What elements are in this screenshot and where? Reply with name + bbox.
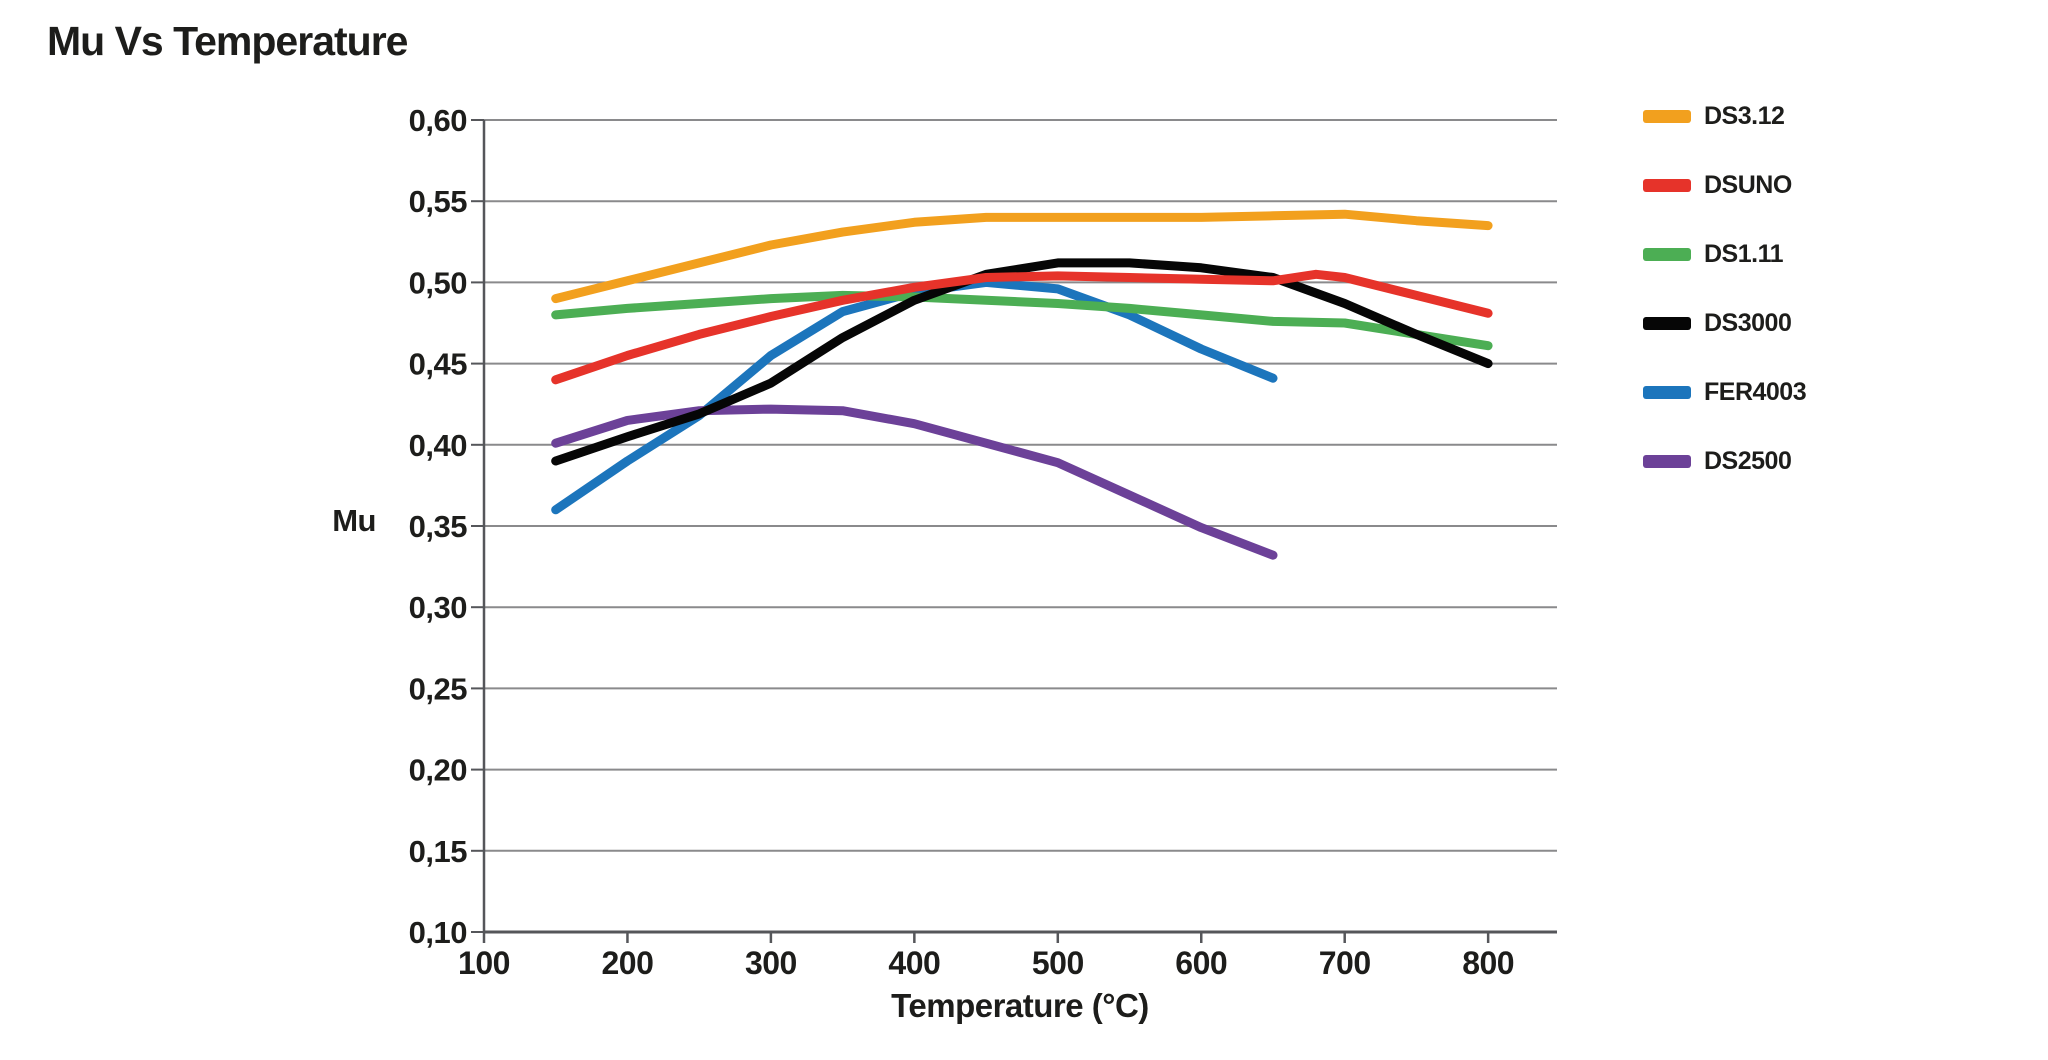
y-tick-label: 0,50 [409, 265, 467, 300]
y-tick-label: 0,55 [409, 184, 468, 219]
legend-label: FER4003 [1704, 378, 1807, 406]
legend: DS3.12 DSUNO DS1.11 DS3000 FER4003 DS2500 [1643, 102, 1807, 518]
x-tick-label: 500 [1032, 945, 1084, 981]
series-line-DS1.11 [551, 290, 1493, 351]
legend-item-DS2500: DS2500 [1643, 447, 1806, 475]
legend-swatch-DS2500 [1643, 455, 1691, 468]
legend-label: DS3000 [1704, 309, 1792, 337]
y-tick-label: 0,35 [409, 509, 468, 544]
y-tick-label: 0,40 [409, 428, 467, 463]
y-tick-label: 0,45 [409, 347, 468, 382]
legend-swatch-DSUNO [1643, 179, 1691, 192]
x-tick-label: 100 [458, 945, 510, 981]
x-tick-label: 300 [745, 945, 797, 981]
legend-item-DS1.11: DS1.11 [1643, 240, 1806, 268]
legend-swatch-FER4003 [1643, 386, 1691, 399]
x-tick-label: 200 [602, 945, 654, 981]
y-axis-title: Mu [332, 503, 376, 538]
y-tick-label: 0,10 [409, 915, 467, 950]
y-tick-label: 0,20 [409, 753, 467, 788]
x-tick-label: 600 [1175, 945, 1227, 981]
chart-title: Mu Vs Temperature [47, 18, 408, 64]
y-tick-label: 0,30 [409, 590, 467, 625]
legend-label: DS3.12 [1704, 102, 1785, 130]
y-tick-label: 0,15 [409, 834, 468, 869]
legend-swatch-DS1.11 [1643, 248, 1691, 261]
legend-item-FER4003: FER4003 [1643, 378, 1807, 406]
legend-swatch-DS3.12 [1643, 110, 1691, 123]
legend-item-DSUNO: DSUNO [1643, 171, 1806, 199]
legend-label: DSUNO [1704, 171, 1792, 199]
y-tick-label: 0,60 [409, 103, 467, 138]
series-line-FER4003 [551, 277, 1278, 515]
legend-swatch-DS3000 [1643, 317, 1691, 330]
legend-item-DS3.12: DS3.12 [1643, 102, 1806, 130]
series-line-DS2500 [551, 404, 1278, 560]
y-tick-label: 0,25 [409, 671, 468, 706]
series-line-DSUNO [551, 269, 1493, 385]
x-tick-label: 800 [1462, 945, 1514, 981]
legend-label: DS2500 [1704, 447, 1792, 475]
legend-item-DS3000: DS3000 [1643, 309, 1806, 337]
x-tick-label: 400 [888, 945, 940, 981]
x-tick-label: 700 [1319, 945, 1371, 981]
series-line-DS3.12 [551, 209, 1493, 304]
x-axis-title: Temperature (°C) [891, 987, 1149, 1024]
series-line-DS3000 [551, 258, 1493, 466]
legend-label: DS1.11 [1704, 240, 1784, 268]
